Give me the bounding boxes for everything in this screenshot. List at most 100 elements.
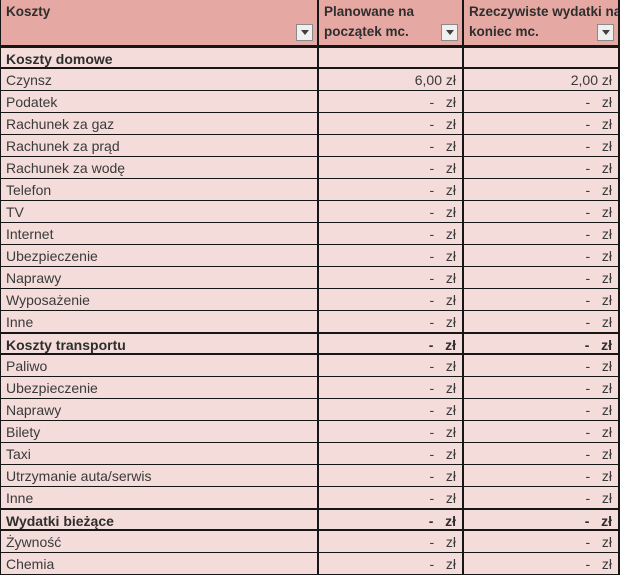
chevron-down-icon bbox=[445, 30, 454, 35]
table-row: Utrzymanie auta/serwis - zł - zł bbox=[1, 465, 618, 487]
table-row: Inne - zł - zł bbox=[1, 311, 618, 333]
table-row: Taxi - zł - zł bbox=[1, 443, 618, 465]
actual-value-cell[interactable]: - zł bbox=[462, 487, 618, 508]
planned-value-cell[interactable]: - zł bbox=[317, 201, 462, 222]
planned-value-cell[interactable]: - zł bbox=[317, 311, 462, 332]
category-cell[interactable]: Rachunek za prąd bbox=[6, 138, 120, 154]
table-row: Naprawy - zł - zł bbox=[1, 267, 618, 289]
actual-value-cell[interactable]: - zł bbox=[462, 91, 618, 112]
planned-value-cell[interactable]: - zł bbox=[317, 113, 462, 134]
actual-value-cell[interactable]: - zł bbox=[462, 157, 618, 178]
header-cell-rzeczywiste[interactable]: Rzeczywiste wydatki na koniec mc. bbox=[462, 0, 618, 45]
table-row: Koszty transportu - zł - zł bbox=[1, 333, 618, 355]
table-row: Bilety - zł - zł bbox=[1, 421, 618, 443]
category-cell[interactable]: Internet bbox=[6, 226, 54, 242]
category-cell[interactable]: Czynsz bbox=[6, 72, 52, 88]
actual-value-cell[interactable]: - zł bbox=[462, 377, 618, 398]
planned-value-cell[interactable]: - zł bbox=[317, 179, 462, 200]
actual-value-cell[interactable]: - zł bbox=[462, 399, 618, 420]
table-row: Chemia - zł - zł bbox=[1, 553, 618, 575]
planned-value-cell[interactable]: - zł bbox=[317, 245, 462, 266]
table-row: Internet - zł - zł bbox=[1, 223, 618, 245]
actual-value-cell[interactable]: - zł bbox=[462, 289, 618, 310]
category-cell[interactable]: Ubezpieczenie bbox=[6, 380, 98, 396]
actual-value-cell[interactable]: - zł bbox=[462, 531, 618, 552]
actual-value-cell[interactable]: - zł bbox=[462, 334, 618, 353]
category-cell[interactable]: Wydatki bieżące bbox=[6, 513, 114, 529]
table-row: Żywność - zł - zł bbox=[1, 531, 618, 553]
actual-value-cell[interactable]: - zł bbox=[462, 311, 618, 332]
actual-value-cell[interactable]: - zł bbox=[462, 223, 618, 244]
category-cell[interactable]: Koszty domowe bbox=[6, 51, 113, 67]
actual-value-cell[interactable]: - zł bbox=[462, 179, 618, 200]
category-cell[interactable]: Bilety bbox=[6, 424, 41, 440]
category-cell[interactable]: Chemia bbox=[6, 556, 55, 572]
actual-value-cell[interactable]: - zł bbox=[462, 267, 618, 288]
planned-value-cell[interactable]: - zł bbox=[317, 510, 462, 529]
table-row: Rachunek za gaz - zł - zł bbox=[1, 113, 618, 135]
table-row: Ubezpieczenie - zł - zł bbox=[1, 245, 618, 267]
table-row: Wyposażenie - zł - zł bbox=[1, 289, 618, 311]
category-cell[interactable]: Rachunek za gaz bbox=[6, 116, 115, 132]
actual-value-cell[interactable]: - zł bbox=[462, 421, 618, 442]
planned-value-cell[interactable]: - zł bbox=[317, 377, 462, 398]
actual-value-cell[interactable]: - zł bbox=[462, 355, 618, 376]
planned-value-cell[interactable]: - zł bbox=[317, 399, 462, 420]
category-cell[interactable]: Podatek bbox=[6, 94, 58, 110]
category-cell[interactable]: Rachunek za wodę bbox=[6, 160, 126, 176]
actual-value-cell[interactable]: - zł bbox=[462, 113, 618, 134]
actual-value-cell[interactable] bbox=[462, 48, 618, 67]
category-cell[interactable]: Żywność bbox=[6, 534, 62, 550]
planned-value-cell[interactable]: - zł bbox=[317, 91, 462, 112]
planned-value-cell[interactable]: - zł bbox=[317, 135, 462, 156]
category-cell[interactable]: Naprawy bbox=[6, 402, 62, 418]
category-cell[interactable]: Wyposażenie bbox=[6, 292, 90, 308]
planned-value-cell[interactable] bbox=[317, 48, 462, 67]
planned-value-cell[interactable]: - zł bbox=[317, 355, 462, 376]
category-cell[interactable]: Inne bbox=[6, 490, 34, 506]
actual-value-cell[interactable]: - zł bbox=[462, 553, 618, 574]
header-label: koniec mc. bbox=[469, 24, 539, 39]
header-cell-planowane[interactable]: Planowane na początek mc. bbox=[317, 0, 462, 45]
category-cell[interactable]: Paliwo bbox=[6, 358, 48, 374]
planned-value-cell[interactable]: - zł bbox=[317, 487, 462, 508]
planned-value-cell[interactable]: - zł bbox=[317, 465, 462, 486]
chevron-down-icon bbox=[300, 30, 309, 35]
category-cell[interactable]: Inne bbox=[6, 314, 34, 330]
planned-value-cell[interactable]: - zł bbox=[317, 553, 462, 574]
planned-value-cell[interactable]: - zł bbox=[317, 267, 462, 288]
category-cell[interactable]: Taxi bbox=[6, 446, 31, 462]
actual-value-cell[interactable]: - zł bbox=[462, 245, 618, 266]
planned-value-cell[interactable]: - zł bbox=[317, 289, 462, 310]
category-cell[interactable]: Utrzymanie auta/serwis bbox=[6, 468, 152, 484]
chevron-down-icon bbox=[601, 30, 610, 35]
filter-dropdown-button[interactable] bbox=[441, 24, 458, 41]
table-row: Rachunek za prąd - zł - zł bbox=[1, 135, 618, 157]
category-cell[interactable]: TV bbox=[6, 204, 24, 220]
category-cell[interactable]: Telefon bbox=[6, 182, 52, 198]
planned-value-cell[interactable]: - zł bbox=[317, 421, 462, 442]
header-cell-koszty[interactable]: Koszty bbox=[1, 0, 317, 45]
planned-value-cell[interactable]: - zł bbox=[317, 443, 462, 464]
filter-dropdown-button[interactable] bbox=[597, 24, 614, 41]
category-cell[interactable]: Naprawy bbox=[6, 270, 62, 286]
header-label: Rzeczywiste wydatki na bbox=[469, 4, 618, 19]
actual-value-cell[interactable]: - zł bbox=[462, 443, 618, 464]
filter-dropdown-button[interactable] bbox=[296, 24, 313, 41]
header-label: Planowane na bbox=[324, 4, 415, 19]
planned-value-cell[interactable]: - zł bbox=[317, 157, 462, 178]
table-row: Podatek - zł - zł bbox=[1, 91, 618, 113]
planned-value-cell[interactable]: - zł bbox=[317, 531, 462, 552]
actual-value-cell[interactable]: - zł bbox=[462, 465, 618, 486]
planned-value-cell[interactable]: - zł bbox=[317, 223, 462, 244]
actual-value-cell[interactable]: - zł bbox=[462, 201, 618, 222]
actual-value-cell[interactable]: - zł bbox=[462, 510, 618, 529]
category-cell[interactable]: Koszty transportu bbox=[6, 337, 126, 353]
category-cell[interactable]: Ubezpieczenie bbox=[6, 248, 98, 264]
table-row: TV - zł - zł bbox=[1, 201, 618, 223]
planned-value-cell[interactable]: - zł bbox=[317, 334, 462, 353]
planned-value-cell[interactable]: 6,00 zł bbox=[317, 69, 462, 90]
actual-value-cell[interactable]: - zł bbox=[462, 135, 618, 156]
actual-value-cell[interactable]: 2,00 zł bbox=[462, 69, 618, 90]
